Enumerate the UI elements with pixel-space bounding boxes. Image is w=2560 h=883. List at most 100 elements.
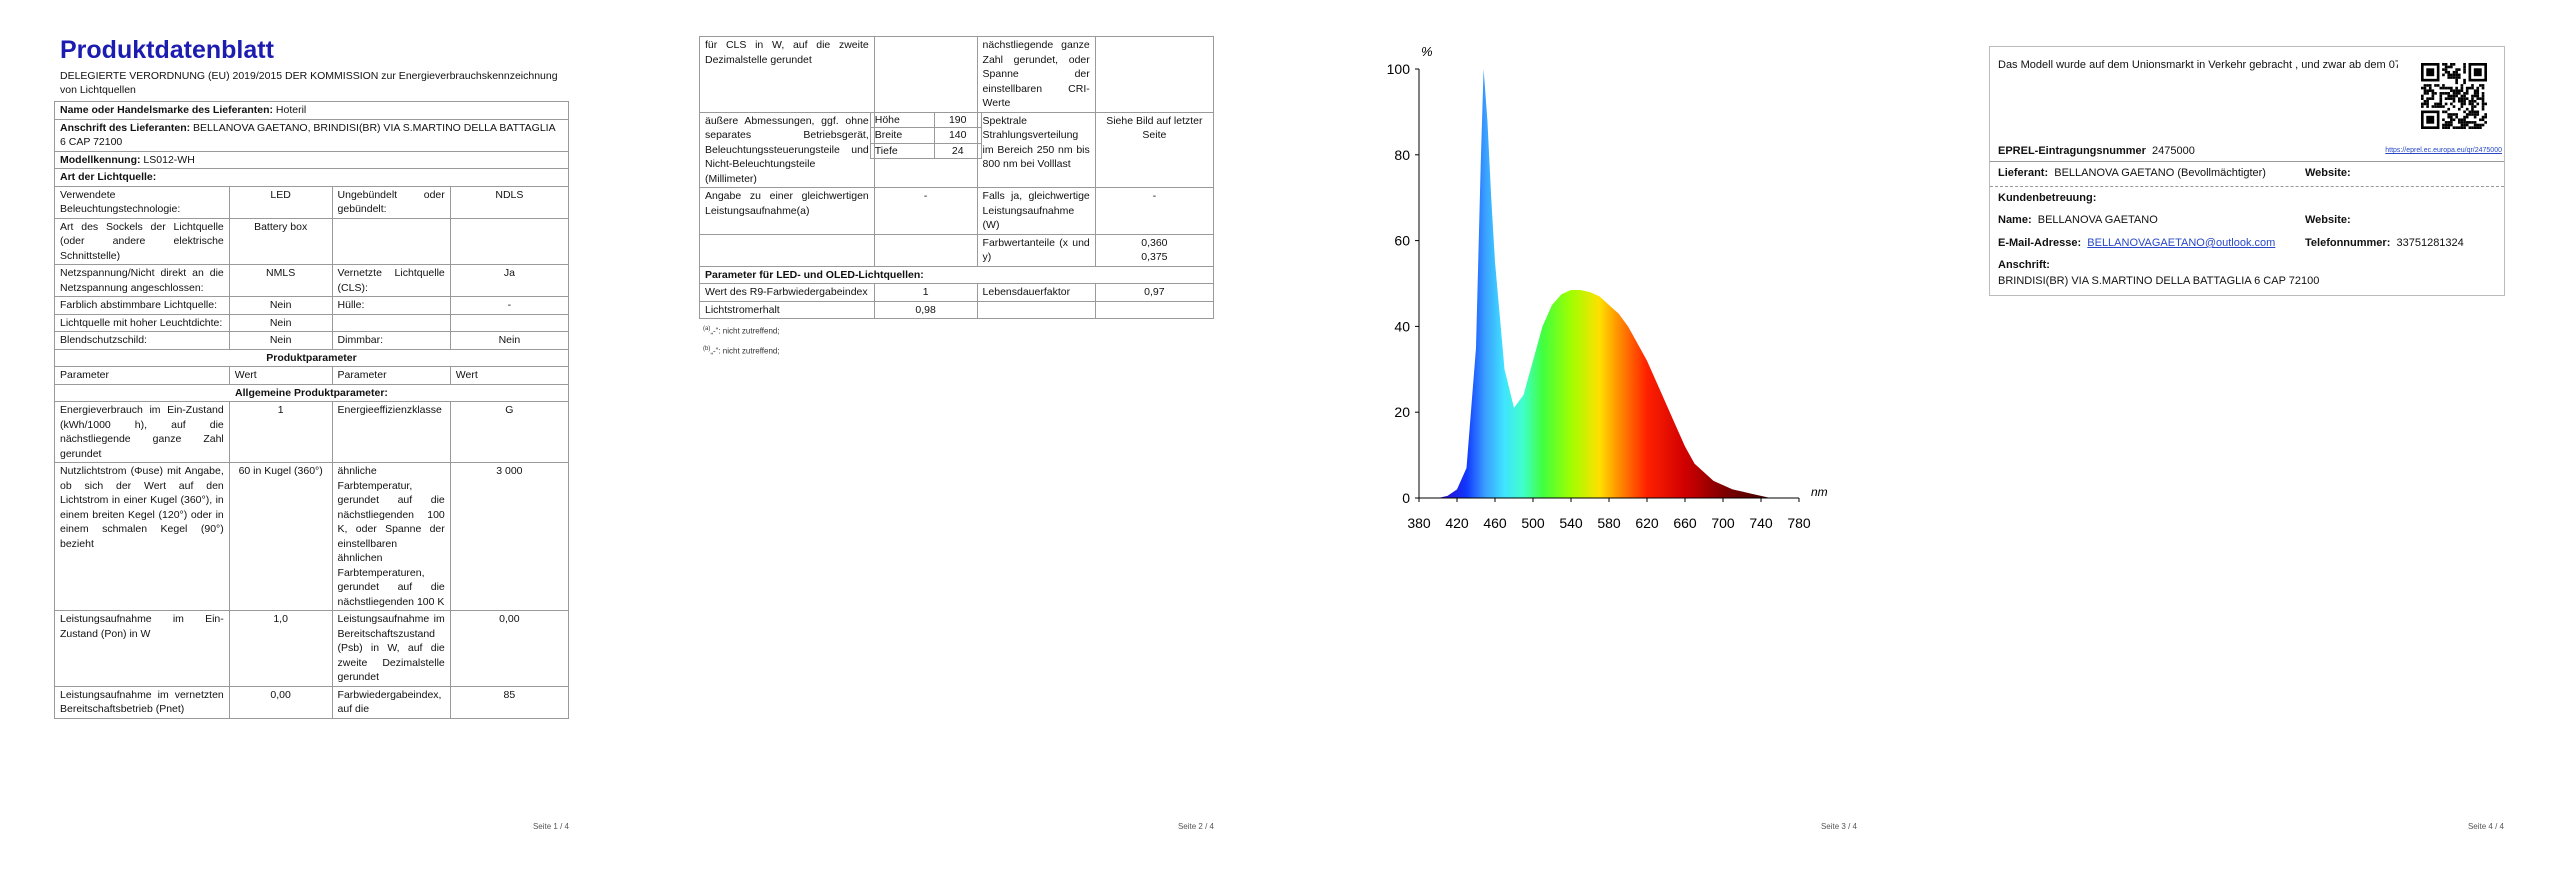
email-link[interactable]: BELLANOVAGAETANO@outlook.com [2087,237,2276,249]
qr-module [2444,123,2448,127]
qr-module [2444,126,2448,129]
table-body: für CLS in W, auf die zweite Dezimalstel… [699,36,1215,319]
qr-module [2471,97,2474,100]
qr-module [2428,97,2432,100]
qr-module [2476,110,2480,114]
qr-module [2421,97,2424,100]
qr-module [2463,115,2466,119]
qr-module [2457,97,2461,100]
value-cell: Battery box [228,217,333,265]
qr-module [2473,115,2477,119]
qr-module [2450,73,2453,77]
qr-module [2442,126,2445,129]
qr-module [2476,123,2480,127]
qr-module [2476,113,2480,116]
qr-module [2426,115,2435,124]
field-cell: Anschrift des Lieferanten: BELLANOVA GAE… [54,118,569,152]
qr-module [2447,113,2451,116]
label-cell: Lebensdauerfaktor [976,283,1096,302]
table-row: Modellkennung: LS012-WH [54,150,569,169]
label-cell: ähnliche Farbtemperatur, gerundet auf di… [331,462,451,611]
qr-module [2442,92,2445,95]
qr-module [2426,89,2429,93]
qr-module [2455,73,2458,77]
value-cell: 0,360 0,375 [1094,233,1215,267]
label-cell: Lichtstromerhalt [699,300,875,319]
column-header: Parameter [331,366,451,385]
qr-module [2455,78,2458,82]
qr-module [2455,68,2458,71]
value-cell: NDLS [449,185,569,219]
table-row: Produktparameter [54,348,569,367]
value-cell: 0,00 [449,610,569,687]
qr-module [2447,123,2451,127]
value-cell: 0,00 [228,685,333,719]
qr-link[interactable]: https://eprel.ec.europa.eu/qr/2475000 [2385,147,2502,154]
x-tick-label: 460 [1483,515,1507,531]
y-tick-label: 40 [1394,318,1410,334]
qr-module [2468,126,2472,129]
heading-cell: Parameter für LED- und OLED-Lichtquellen… [699,265,1214,284]
qr-module [2423,86,2427,90]
label-cell: Falls ja, gleichwertige Leistungsaufnahm… [976,187,1096,235]
qr-module [2457,73,2461,77]
qr-module [2426,97,2429,100]
footnotes: (a)„-“: nicht zutreffend; (b)„-“: nicht z… [699,322,1214,358]
field-label: Anschrift des Lieferanten: [60,121,191,134]
qr-module [2452,92,2456,95]
label-cell: Ungebündelt oder gebündelt: [331,185,451,219]
qr-module [2423,99,2427,103]
x-tick-label: 420 [1445,515,1469,531]
qr-module [2447,94,2451,98]
empty-cell [331,217,451,265]
qr-module [2452,118,2456,122]
info-box: Das Modell wurde auf dem Unionsmarkt in … [1989,46,2505,296]
qr-module [2434,84,2437,87]
qr-module [2460,94,2464,98]
qr-module [2481,94,2485,98]
qr-module [2479,118,2482,122]
x-tick-label: 660 [1673,515,1697,531]
qr-module [2452,94,2456,98]
qr-module [2442,84,2445,87]
table-row: Farblich abstimmbare Lichtquelle: Nein Hül… [54,296,569,315]
value-cell: Nein [228,296,333,315]
qr-module [2457,126,2461,129]
label-cell: Spektrale Strahlungsverteilung im Bereic… [976,111,1096,188]
label-cell: Netzspannung/Nicht direkt an die Netzspa… [54,264,230,297]
table-row: Verwendete Beleuchtungstechnologie: LED Un… [54,185,569,219]
empty-cell [449,217,569,265]
table-row: Leistungsaufnahme im Ein-Zustand (Pon) i… [54,610,569,687]
label-cell: Art des Sockels der Lichtquelle (oder an… [54,217,230,265]
qr-module [2428,89,2432,93]
footnote-marker: (b) [703,345,711,352]
qr-module [2426,92,2429,95]
label-cell: Farbwiedergabeindex, auf die [331,685,451,719]
page-footer: Seite 4 / 4 [2467,822,2504,831]
qr-module [2452,89,2456,93]
qr-module [2473,99,2477,103]
column-header: Parameter [54,366,230,385]
y-axis-label: % [1421,44,1433,59]
qr-module [2457,92,2461,95]
qr-module [2442,86,2445,90]
field-value: BELLANOVA GAETANO, BRINDISI(BR) VIA S.MA… [60,121,555,149]
qr-module [2460,89,2464,93]
qr-module [2471,105,2474,108]
data-table: für CLS in W, auf die zweite Dezimalstel… [699,36,1215,319]
qr-code [2421,63,2487,129]
value-cell: - [1094,187,1215,235]
footnote: (a)„-“: nicht zutreffend; [703,322,1214,339]
qr-module [2455,76,2458,79]
qr-module [2450,115,2453,119]
qr-module [2473,110,2477,114]
footnote-marker: (a) [703,326,711,332]
x-tick-label: 780 [1787,515,1811,531]
qr-module [2450,102,2453,106]
qr-module [2421,102,2424,106]
qr-module [2473,92,2477,95]
field-value: LS012-WH [143,153,195,166]
qr-module [2460,102,2464,106]
qr-module [2444,102,2448,106]
empty-cell [873,233,978,267]
